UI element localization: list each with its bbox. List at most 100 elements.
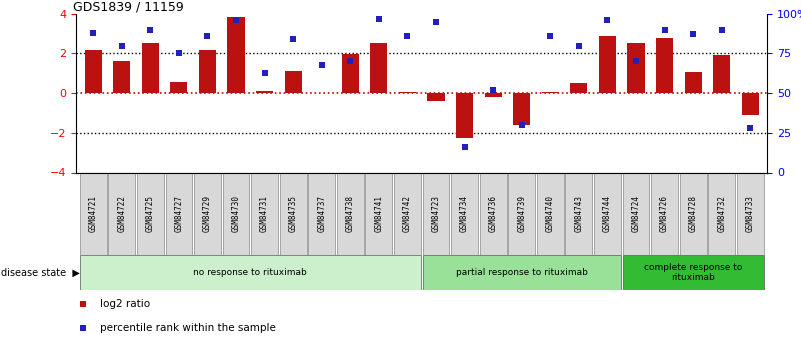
- Point: [686, 32, 699, 37]
- Point: [630, 59, 642, 64]
- Text: GSM84743: GSM84743: [574, 195, 583, 233]
- Bar: [428, 93, 445, 101]
- Bar: [80, 255, 421, 290]
- Bar: [713, 56, 731, 93]
- Point: [287, 37, 300, 42]
- Point: [658, 27, 671, 32]
- Text: GSM84733: GSM84733: [746, 195, 755, 233]
- Point: [515, 122, 528, 128]
- Point: [744, 125, 757, 131]
- Bar: [509, 172, 535, 255]
- Bar: [280, 172, 307, 255]
- Point: [230, 17, 243, 23]
- Bar: [737, 172, 763, 255]
- Text: complete response to
rituximab: complete response to rituximab: [644, 263, 743, 282]
- Bar: [223, 172, 249, 255]
- Text: GSM84731: GSM84731: [260, 195, 269, 233]
- Bar: [456, 93, 473, 138]
- Bar: [284, 71, 302, 93]
- Bar: [142, 42, 159, 93]
- Text: percentile rank within the sample: percentile rank within the sample: [100, 324, 276, 333]
- Bar: [570, 83, 587, 93]
- Bar: [137, 172, 163, 255]
- Bar: [199, 49, 216, 93]
- Bar: [80, 172, 107, 255]
- Text: GSM84741: GSM84741: [374, 195, 384, 233]
- Text: partial response to rituximab: partial response to rituximab: [456, 268, 588, 277]
- Bar: [680, 172, 706, 255]
- Bar: [166, 172, 192, 255]
- Bar: [399, 92, 416, 93]
- Bar: [113, 61, 131, 93]
- Bar: [566, 172, 592, 255]
- Bar: [485, 93, 501, 97]
- Text: GSM84724: GSM84724: [631, 195, 641, 233]
- Text: GSM84735: GSM84735: [288, 195, 298, 233]
- Text: GSM84721: GSM84721: [89, 195, 98, 233]
- Point: [344, 59, 356, 64]
- Bar: [742, 93, 759, 115]
- Point: [77, 326, 90, 331]
- Text: no response to rituximab: no response to rituximab: [194, 268, 308, 277]
- Bar: [227, 17, 244, 93]
- Text: GSM84734: GSM84734: [460, 195, 469, 233]
- Text: GSM84727: GSM84727: [175, 195, 183, 233]
- Point: [316, 62, 328, 67]
- Bar: [423, 255, 621, 290]
- Bar: [656, 38, 673, 93]
- Bar: [394, 172, 421, 255]
- Text: GSM84736: GSM84736: [489, 195, 497, 233]
- Text: GSM84740: GSM84740: [545, 195, 555, 233]
- Text: GSM84737: GSM84737: [317, 195, 326, 233]
- Bar: [622, 255, 763, 290]
- Point: [87, 30, 99, 36]
- Bar: [451, 172, 478, 255]
- Text: log2 ratio: log2 ratio: [100, 299, 151, 308]
- Bar: [423, 172, 449, 255]
- Point: [401, 33, 414, 39]
- Point: [172, 51, 185, 56]
- Bar: [365, 172, 392, 255]
- Text: GSM84722: GSM84722: [117, 195, 127, 233]
- Point: [458, 144, 471, 150]
- Bar: [537, 172, 564, 255]
- Bar: [651, 172, 678, 255]
- Point: [115, 43, 128, 48]
- Point: [487, 87, 500, 93]
- Text: GSM84726: GSM84726: [660, 195, 669, 233]
- Point: [201, 33, 214, 39]
- Point: [429, 19, 442, 24]
- Point: [573, 43, 586, 48]
- Text: GSM84742: GSM84742: [403, 195, 412, 233]
- Bar: [599, 36, 616, 93]
- Point: [258, 70, 271, 75]
- Bar: [342, 55, 359, 93]
- Bar: [370, 42, 388, 93]
- Text: GSM84728: GSM84728: [689, 195, 698, 233]
- Text: GSM84732: GSM84732: [717, 195, 727, 233]
- Text: GSM84739: GSM84739: [517, 195, 526, 233]
- Bar: [108, 172, 135, 255]
- Point: [77, 301, 90, 306]
- Text: disease state  ▶: disease state ▶: [1, 268, 79, 277]
- Bar: [194, 172, 221, 255]
- Bar: [85, 49, 102, 93]
- Point: [372, 16, 385, 21]
- Text: GDS1839 / 11159: GDS1839 / 11159: [73, 1, 183, 14]
- Point: [144, 27, 157, 32]
- Text: GSM84729: GSM84729: [203, 195, 212, 233]
- Text: GSM84744: GSM84744: [603, 195, 612, 233]
- Bar: [252, 172, 278, 255]
- Bar: [480, 172, 506, 255]
- Bar: [622, 172, 650, 255]
- Bar: [308, 172, 335, 255]
- Bar: [171, 82, 187, 93]
- Text: GSM84730: GSM84730: [231, 195, 240, 233]
- Point: [544, 33, 557, 39]
- Text: GSM84738: GSM84738: [346, 195, 355, 233]
- Bar: [627, 42, 645, 93]
- Text: GSM84725: GSM84725: [146, 195, 155, 233]
- Bar: [337, 172, 364, 255]
- Bar: [685, 72, 702, 93]
- Bar: [708, 172, 735, 255]
